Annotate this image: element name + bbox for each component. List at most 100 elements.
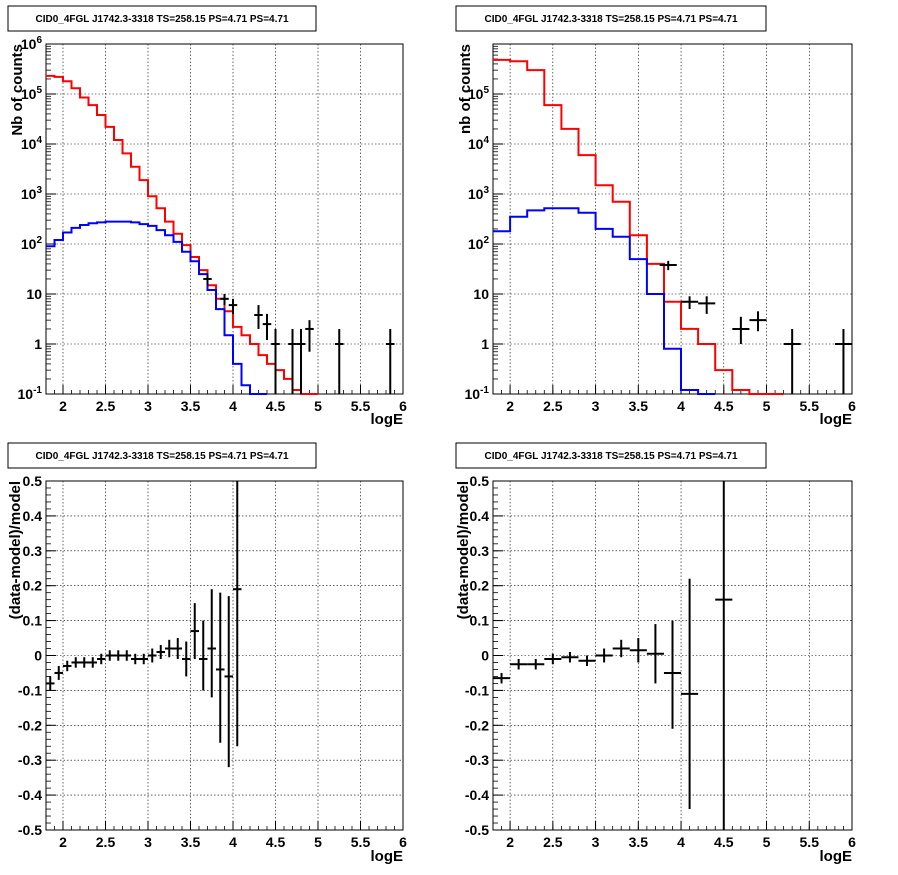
data-point: [386, 328, 395, 394]
y-tick-label: -0.1: [465, 682, 489, 698]
y-tick-label: 10-1: [18, 385, 43, 402]
x-tick-label: 6: [848, 398, 856, 414]
x-tick-label: 5.5: [800, 834, 820, 850]
data-point: [190, 603, 199, 659]
data-point: [561, 652, 579, 663]
title-box: [455, 442, 767, 469]
x-tick-label: 5.5: [800, 398, 820, 414]
chart-title: CID0_4FGL J1742.3-3318 TS=258.15 PS=4.71…: [35, 14, 288, 25]
chart-title: CID0_4FGL J1742.3-3318 TS=258.15 PS=4.71…: [35, 451, 288, 462]
x-tick-label: 2.5: [543, 834, 563, 850]
y-tick-label: 0: [481, 648, 489, 664]
y-tick-label: 10-1: [465, 385, 490, 402]
data-point: [578, 655, 596, 666]
data-point: [335, 328, 344, 394]
x-tick-label: 3: [592, 398, 600, 414]
x-tick-label: 5: [763, 398, 771, 414]
data-point: [156, 645, 165, 659]
data-point: [228, 298, 238, 314]
data-point: [698, 296, 716, 314]
grid: [46, 481, 403, 830]
y-axis-label: (data-model)/model: [455, 481, 472, 619]
y-tick-label: 102: [468, 235, 490, 252]
y-tick-label: 1: [481, 336, 489, 352]
data-point: [612, 639, 630, 658]
y-tick-label: 0.5: [23, 473, 43, 489]
ticks: 2 2.5 3 3.5 4 4.5 5 5.5 6 -0.5 -0.4 -0.3 -0.2 -0.1 0 0.…: [18, 473, 407, 850]
x-tick-label: 2.5: [96, 834, 116, 850]
plot-frame: [45, 43, 404, 395]
data-point: [207, 589, 216, 698]
y-tick-label: -0.2: [18, 717, 42, 733]
x-tick-label: 3.5: [181, 834, 201, 850]
x-tick-label: 5: [314, 398, 322, 414]
x-axis-label: logE: [820, 848, 853, 865]
data-point: [114, 650, 123, 661]
y-tick-label: -0.4: [465, 787, 489, 803]
panel-top-left-counts: CID0_4FGL J1742.3-3318 TS=258.15 PS=4.71…: [7, 5, 407, 428]
ticks: 2 2.5 3 3.5 4 4.5 5 5.5 6 10-1 1 10 102 103 104 105: [465, 45, 856, 414]
y-tick-label: 0.3: [23, 543, 43, 559]
y-tick-label: 0.4: [23, 508, 43, 524]
panel-bottom-right-residuals: CID0_4FGL J1742.3-3318 TS=258.15 PS=4.71…: [455, 442, 856, 865]
x-tick-label: 3.5: [181, 398, 201, 414]
y-tick-label: 104: [468, 135, 490, 152]
panel-bottom-left-residuals: CID0_4FGL J1742.3-3318 TS=258.15 PS=4.71…: [7, 442, 407, 865]
x-tick-label: 3.5: [629, 834, 649, 850]
data-point: [749, 311, 767, 332]
y-tick-label: 106: [21, 35, 43, 52]
data-points: [203, 274, 395, 394]
x-tick-label: 5: [763, 834, 771, 850]
x-tick-label: 2: [506, 398, 514, 414]
x-axis-label: logE: [371, 848, 404, 865]
plot-frame: [492, 43, 853, 395]
data-point: [216, 592, 225, 743]
y-tick-label: 1: [34, 336, 42, 352]
data-point: [296, 328, 306, 394]
y-tick-label: 0.2: [470, 578, 490, 594]
data-point: [54, 665, 63, 680]
panel-top-right-counts: CID0_4FGL J1742.3-3318 TS=258.15 PS=4.71…: [455, 5, 856, 428]
y-tick-label: -0.4: [18, 787, 42, 803]
x-tick-label: 2: [59, 834, 67, 850]
y-tick-label: 0: [34, 648, 42, 664]
data-point: [233, 481, 242, 747]
y-axis-label: (data-model)/model: [7, 481, 24, 619]
y-axis-label: Nb of counts: [9, 44, 26, 136]
x-tick-label: 4: [229, 834, 237, 850]
data-point: [527, 658, 545, 670]
data-point: [220, 294, 229, 306]
data-point: [254, 305, 263, 329]
ticks: 2 2.5 3 3.5 4 4.5 5 5.5 6 -0.5 -0.4 -0.3 -0.2 -0.1 0 0.…: [465, 473, 856, 850]
x-tick-label: 2.5: [543, 398, 563, 414]
title-box: [7, 442, 317, 469]
data-point: [595, 648, 613, 663]
y-tick-label: 103: [468, 185, 490, 202]
y-tick-label: 10: [473, 286, 489, 302]
y-tick-label: 104: [21, 135, 43, 152]
x-tick-label: 2: [59, 398, 67, 414]
data-point: [148, 648, 157, 663]
y-tick-label: 105: [21, 85, 43, 102]
x-tick-label: 4: [229, 398, 237, 414]
y-tick-label: -0.5: [18, 822, 42, 838]
y-tick-label: 105: [468, 85, 490, 102]
data-point: [88, 657, 97, 668]
grid: [493, 44, 852, 394]
y-tick-label: -0.3: [465, 752, 489, 768]
data-point: [262, 313, 272, 341]
y-tick-label: -0.5: [465, 822, 489, 838]
data-point: [203, 274, 212, 286]
y-tick-label: 102: [21, 235, 43, 252]
data-point: [71, 657, 80, 668]
data-point: [493, 672, 511, 684]
data-point: [97, 653, 106, 665]
y-tick-label: 0.3: [470, 543, 490, 559]
x-tick-label: 3: [144, 834, 152, 850]
x-tick-label: 5.5: [351, 834, 371, 850]
x-tick-label: 4.5: [714, 834, 734, 850]
title-box: [455, 5, 767, 32]
grid: [46, 44, 403, 394]
data-point: [63, 660, 72, 672]
